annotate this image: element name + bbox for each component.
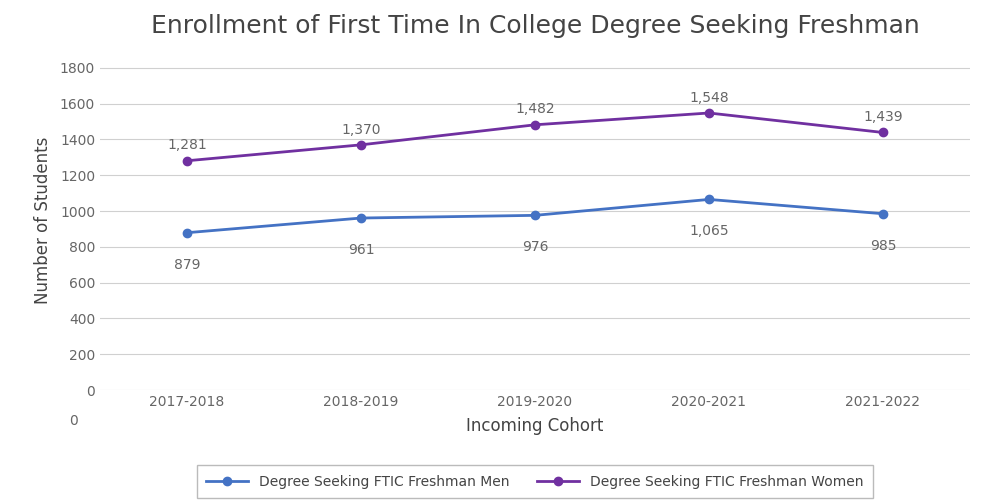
Degree Seeking FTIC Freshman Men — [703, 196, 715, 202]
Degree Seeking FTIC Freshman Men — [529, 212, 541, 218]
Line: Degree Seeking FTIC Freshman Women: Degree Seeking FTIC Freshman Women — [183, 109, 887, 165]
Text: 961: 961 — [348, 243, 374, 257]
Line: Degree Seeking FTIC Freshman Men: Degree Seeking FTIC Freshman Men — [183, 196, 887, 237]
Degree Seeking FTIC Freshman Women — [529, 122, 541, 128]
Degree Seeking FTIC Freshman Men — [355, 215, 367, 221]
Text: 976: 976 — [522, 240, 548, 254]
Text: 1,548: 1,548 — [689, 90, 729, 104]
Degree Seeking FTIC Freshman Women — [703, 110, 715, 116]
X-axis label: Incoming Cohort: Incoming Cohort — [466, 417, 604, 435]
Text: 1,370: 1,370 — [341, 122, 381, 136]
Text: 1,065: 1,065 — [689, 224, 729, 238]
Degree Seeking FTIC Freshman Women — [181, 158, 193, 164]
Legend: Degree Seeking FTIC Freshman Men, Degree Seeking FTIC Freshman Women: Degree Seeking FTIC Freshman Men, Degree… — [197, 465, 873, 498]
Title: Enrollment of First Time In College Degree Seeking Freshman: Enrollment of First Time In College Degr… — [151, 14, 919, 38]
Degree Seeking FTIC Freshman Women — [877, 130, 889, 136]
Degree Seeking FTIC Freshman Women — [355, 142, 367, 148]
Text: 1,482: 1,482 — [515, 102, 555, 117]
Text: 879: 879 — [174, 258, 200, 272]
Text: 1,439: 1,439 — [863, 110, 903, 124]
Text: 1,281: 1,281 — [167, 138, 207, 152]
Degree Seeking FTIC Freshman Men — [181, 230, 193, 235]
Text: 0: 0 — [70, 414, 78, 428]
Y-axis label: Number of Students: Number of Students — [34, 136, 52, 304]
Degree Seeking FTIC Freshman Men — [877, 210, 889, 216]
Text: 985: 985 — [870, 238, 896, 252]
